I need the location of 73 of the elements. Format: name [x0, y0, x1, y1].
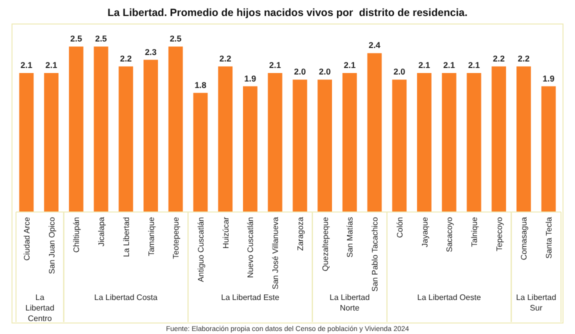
bar [168, 46, 183, 212]
x-tick-label: San Pablo Tacachico [370, 216, 380, 292]
chart-title: La Libertad. Promedio de hijos nacidos vivos por distrito de residencia. [108, 7, 468, 19]
x-tick-label: Huizúcar [221, 216, 230, 249]
bar [68, 46, 84, 212]
x-tick-label: La Libertad [122, 217, 131, 258]
x-tick-label: Quezaltepeque [320, 216, 330, 272]
data-label: 2.1 [344, 60, 356, 70]
x-tick-label: Tepecoyo [494, 216, 504, 252]
data-label: 2.1 [418, 60, 430, 70]
x-tick-label: Antiguo Cuscatlán [196, 217, 206, 282]
bar [242, 86, 258, 212]
x-tick-label: Sacacoyo [445, 216, 454, 252]
text: La Libertad Centro [25, 293, 54, 323]
data-label: 2.4 [368, 40, 381, 50]
bar [392, 80, 407, 212]
data-label: 2.1 [45, 60, 58, 70]
data-label: 2.0 [294, 66, 306, 77]
x-tick-label: Colón [395, 217, 404, 238]
data-label: 2.5 [170, 34, 182, 44]
x-tick-label: Santa Tecla [544, 216, 554, 259]
text: La Libertad Este [221, 293, 280, 302]
data-label: 2.1 [20, 60, 33, 70]
bar [44, 73, 59, 212]
data-label: 2.0 [318, 66, 331, 77]
text: La Libertad Costa [94, 293, 158, 302]
bar [417, 73, 432, 212]
data-label: 2.5 [95, 34, 108, 44]
x-tick-label: Comasagua [520, 216, 529, 260]
bar [492, 66, 506, 212]
data-label: 2.3 [144, 46, 157, 57]
x-tick-label: Tamanique [146, 216, 156, 256]
x-tick-label: Ciudad Arce [22, 216, 32, 261]
bar [342, 73, 357, 212]
bar [466, 73, 482, 212]
x-tick-label: Jicalapa [97, 216, 106, 246]
data-label: 1.8 [194, 80, 207, 90]
x-tick-label: Jayaque [420, 216, 430, 248]
data-label: 2.2 [120, 53, 132, 64]
bar [144, 60, 158, 212]
data-label: 1.9 [542, 73, 555, 84]
data-label: 2.5 [70, 34, 82, 44]
data-label: 1.9 [244, 73, 256, 84]
bar [19, 73, 34, 212]
x-tick-label: Zaragoza [296, 216, 305, 251]
bar [94, 46, 108, 212]
x-tick-label: San José Villanueva [271, 216, 280, 290]
bar [292, 80, 308, 212]
bar [367, 53, 382, 212]
x-tick-label: Teotepeque [172, 216, 181, 259]
x-tick-label: Nuevo Cuscatlán [246, 217, 256, 278]
bar [442, 73, 456, 212]
text: La Libertad Norte [330, 293, 370, 312]
x-tick-label: Chiltiupán [72, 217, 82, 253]
bar [318, 80, 332, 212]
bar [193, 92, 208, 212]
data-label: 2.0 [393, 66, 406, 77]
bar [268, 73, 282, 212]
data-label: 2.2 [492, 53, 506, 64]
bar [541, 86, 556, 212]
bar [118, 66, 134, 212]
x-tick-label: San Matías [346, 217, 355, 258]
data-label: 2.2 [219, 53, 232, 64]
data-label: 2.2 [518, 53, 530, 64]
data-label: 2.1 [269, 60, 282, 70]
x-tick-label: San Juan Opico [47, 216, 56, 274]
bar [516, 66, 531, 212]
data-label: 2.1 [468, 60, 480, 70]
data-label: 2.1 [443, 60, 456, 70]
text: La Libertad Sur [516, 293, 556, 312]
bar [218, 66, 233, 212]
x-tick-label: Talnique [470, 216, 479, 247]
text: La Libertad Oeste [417, 293, 482, 302]
